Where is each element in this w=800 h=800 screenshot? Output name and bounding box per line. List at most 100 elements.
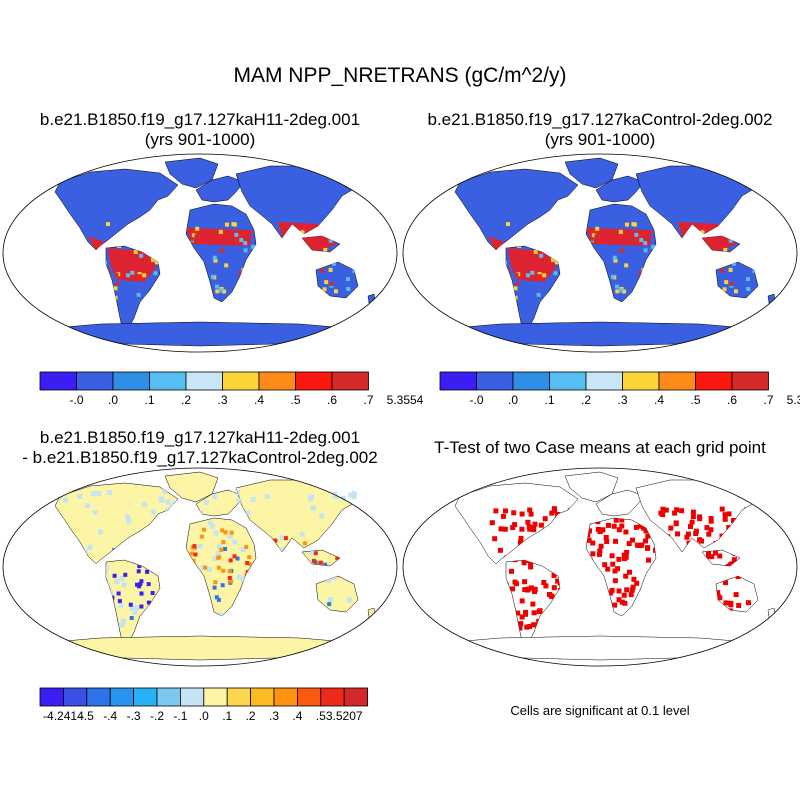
- colorbar-label: -.4: [103, 709, 117, 723]
- colorbar-label: .2: [181, 393, 191, 407]
- colorbar-label: -.1: [173, 709, 187, 723]
- colorbar-label: .3: [617, 393, 627, 407]
- map-border: [402, 467, 798, 667]
- landmass-europe: [195, 175, 245, 203]
- colorbar-label: .5: [316, 709, 326, 723]
- colorbar-label: .1: [544, 393, 554, 407]
- colorbar-label: 5.3876: [787, 393, 800, 407]
- colorbar-box: [273, 687, 298, 707]
- panel-3-title-line2: - b.e21.B1850.f19_g17.127kaControl-2deg.…: [22, 448, 378, 467]
- colorbar-box: [585, 371, 623, 391]
- colorbar-label: .6: [327, 393, 337, 407]
- panel-2-title: b.e21.B1850.f19_g17.127kaControl-2deg.00…: [400, 110, 800, 150]
- panel-2-title-line1: b.e21.B1850.f19_g17.127kaControl-2deg.00…: [427, 110, 773, 129]
- colorbar-label: .6: [727, 393, 737, 407]
- colorbar-label: .4: [292, 709, 302, 723]
- significance-note: Cells are significant at 0.1 level: [510, 703, 690, 718]
- colorbar-label: .1: [222, 709, 232, 723]
- landmass-greenland: [164, 471, 219, 503]
- landmass-north-america: [454, 168, 579, 251]
- landmass-antarctica: [429, 321, 771, 347]
- panel-1-title: b.e21.B1850.f19_g17.127kaH11-2deg.001 (y…: [0, 110, 400, 150]
- colorbar-box: [222, 371, 260, 391]
- colorbar-box: [203, 687, 228, 707]
- colorbar-label: .5: [690, 393, 700, 407]
- map-panel-case2: [402, 153, 798, 353]
- landmass-greenland: [564, 471, 619, 503]
- landmass-africa: [585, 203, 657, 303]
- colorbar-box: [295, 371, 333, 391]
- colorbar-label: .4: [254, 393, 264, 407]
- map-border: [2, 153, 398, 353]
- panel-1-title-line2: (yrs 901-1000): [144, 130, 256, 149]
- landmass-africa: [185, 517, 257, 617]
- colorbar-box: [549, 371, 587, 391]
- colorbar-box: [622, 371, 660, 391]
- landmass-australia: [315, 575, 359, 613]
- colorbar-box: [226, 687, 251, 707]
- panel-4-title: T-Test of two Case means at each grid po…: [400, 438, 800, 458]
- colorbar-box: [731, 371, 769, 391]
- landmass-antarctica: [29, 635, 371, 661]
- colorbar-box: [320, 687, 345, 707]
- colorbar-label: -.2: [150, 709, 164, 723]
- colorbar-case1: -.0 .0 .1 .2 .3 .4 .5 .6 .7 5.3554: [39, 371, 424, 407]
- landmass-europe: [195, 489, 245, 517]
- colorbar-box: [156, 687, 181, 707]
- landmass-europe: [595, 489, 645, 517]
- colorbar-label: .2: [246, 709, 256, 723]
- colorbar-box: [185, 371, 223, 391]
- colorbar-box: [695, 371, 733, 391]
- colorbar-box: [39, 371, 77, 391]
- colorbar-box: [86, 687, 111, 707]
- map-panel-case1: [2, 153, 398, 353]
- colorbar-box: [179, 687, 205, 707]
- colorbar-label: .3: [269, 709, 279, 723]
- colorbar-difference: -4.2414-.5 -.4 -.3 -.2 -.1 .0 .1 .2 .3 .4 .5 3.5207: [39, 687, 369, 723]
- colorbar-box: [133, 687, 158, 707]
- colorbar-box: [258, 371, 296, 391]
- colorbar-box: [39, 687, 64, 707]
- colorbar-box: [63, 687, 88, 707]
- colorbar-label: .0: [199, 709, 209, 723]
- map-border: [402, 153, 798, 353]
- colorbar-label: 3.5207: [326, 709, 363, 723]
- colorbar-box: [331, 371, 369, 391]
- panel-4-title-line1: T-Test of two Case means at each grid po…: [434, 438, 766, 457]
- colorbar-case2: -.0 .0 .1 .2 .3 .4 .5 .6 .7 5.3876: [439, 371, 800, 407]
- colorbar-box: [658, 371, 696, 391]
- panel-3-title-line1: b.e21.B1850.f19_g17.127kaH11-2deg.001: [39, 428, 361, 447]
- colorbar-box: [439, 371, 477, 391]
- landmass-north-america: [54, 168, 179, 251]
- panel-1-title-line1: b.e21.B1850.f19_g17.127kaH11-2deg.001: [39, 110, 361, 129]
- colorbar-box: [476, 371, 514, 391]
- landmass-greenland: [564, 157, 619, 189]
- colorbar-label: -.5: [80, 709, 94, 723]
- colorbar-label: .5: [290, 393, 300, 407]
- colorbar-label: .1: [144, 393, 154, 407]
- landmass-antarctica: [429, 635, 771, 661]
- colorbar-label: .2: [581, 393, 591, 407]
- map-panel-difference: [2, 467, 398, 667]
- colorbar-label: .3: [217, 393, 227, 407]
- panel-3-title: b.e21.B1850.f19_g17.127kaH11-2deg.001 - …: [0, 428, 400, 468]
- colorbar-label: -.3: [127, 709, 141, 723]
- colorbar-box: [343, 687, 369, 707]
- colorbar-label: .0: [508, 393, 518, 407]
- landmass-europe: [595, 175, 645, 203]
- map-panel-ttest: [402, 467, 798, 667]
- colorbar-box: [112, 371, 150, 391]
- colorbar-label: .4: [654, 393, 664, 407]
- colorbar-label: -.0: [69, 393, 83, 407]
- colorbar-label: -.0: [469, 393, 483, 407]
- panel-2-title-line2: (yrs 901-1000): [544, 130, 656, 149]
- colorbar-label: 5.3554: [387, 393, 424, 407]
- colorbar-box: [250, 687, 275, 707]
- colorbar-box: [512, 371, 550, 391]
- landmass-africa: [185, 203, 257, 303]
- colorbar-box: [296, 687, 322, 707]
- main-title: MAM NPP_NRETRANS (gC/m^2/y): [233, 64, 567, 87]
- map-border: [2, 467, 398, 667]
- colorbar-box: [109, 687, 134, 707]
- colorbar-label: -4.2414: [43, 709, 84, 723]
